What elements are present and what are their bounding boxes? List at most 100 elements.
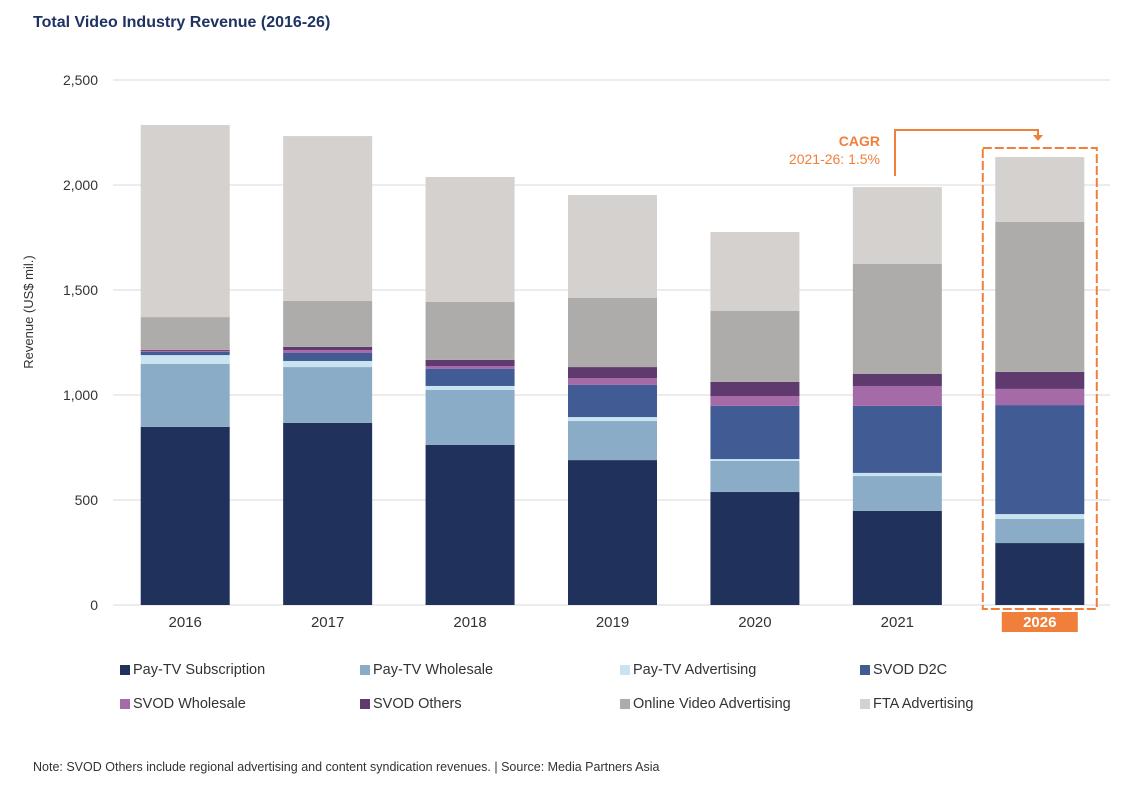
cagr-arrow-line bbox=[894, 129, 1039, 176]
legend-label: Online Video Advertising bbox=[633, 696, 791, 712]
bar-segment bbox=[425, 368, 515, 386]
stacked-bar-chart: 0 500 1,000 1,500 2,000 2,500 Revenue (US$ mi… bbox=[21, 72, 1110, 632]
legend-label: SVOD Others bbox=[373, 696, 462, 712]
bar-segment bbox=[283, 360, 373, 368]
bar-segment bbox=[283, 422, 373, 605]
y-tick-label: 2,500 bbox=[63, 72, 98, 88]
legend-item: SVOD Wholesale bbox=[120, 696, 246, 712]
legend-label: SVOD Wholesale bbox=[133, 696, 246, 712]
legend-swatch bbox=[860, 665, 870, 675]
bar-segment bbox=[140, 349, 230, 351]
bar-segment bbox=[568, 421, 657, 461]
legend-swatch bbox=[860, 699, 870, 709]
bar-segment bbox=[710, 405, 800, 460]
bar-segment bbox=[425, 359, 515, 367]
legend-item: FTA Advertising bbox=[860, 696, 973, 712]
legend-label: Pay-TV Subscription bbox=[133, 662, 266, 678]
y-tick-label: 500 bbox=[75, 492, 99, 508]
bar-segment bbox=[710, 492, 800, 605]
bar-segment bbox=[995, 543, 1085, 605]
legend-swatch bbox=[360, 699, 370, 709]
cagr-annotation: CAGR 2021-26: 1.5% bbox=[789, 129, 1098, 610]
bar-segment bbox=[852, 263, 942, 374]
y-axis-ticks: 0 500 1,000 1,500 2,000 2,500 bbox=[63, 72, 98, 613]
bar-segment bbox=[995, 221, 1085, 372]
legend-item: Pay-TV Wholesale bbox=[360, 662, 493, 678]
bar-segment bbox=[140, 350, 230, 352]
bar-segment bbox=[140, 426, 230, 605]
bar-segment bbox=[710, 396, 800, 406]
bar-segment bbox=[140, 355, 230, 364]
legend-label: SVOD D2C bbox=[873, 662, 948, 678]
x-axis-ticks: 2016 2017 2018 2019 2020 2021 2026 bbox=[169, 612, 1078, 632]
footnote: Note: SVOD Others include regional adver… bbox=[33, 760, 660, 774]
bar-segment bbox=[283, 136, 373, 301]
bar-segment bbox=[283, 300, 373, 347]
legend-item: SVOD Others bbox=[360, 696, 462, 712]
bar-segment bbox=[852, 385, 942, 406]
cagr-title: CAGR bbox=[839, 133, 880, 149]
bar-segment bbox=[852, 374, 942, 386]
bar-segment bbox=[425, 301, 515, 360]
x-tick-label: 2020 bbox=[738, 614, 771, 631]
cagr-arrow-head bbox=[1033, 135, 1043, 141]
x-tick-label: 2017 bbox=[311, 614, 344, 631]
bar-stack-2021 bbox=[852, 187, 942, 605]
bar-segment bbox=[710, 311, 800, 382]
bar-segment bbox=[852, 472, 942, 477]
legend-label: Pay-TV Advertising bbox=[633, 662, 757, 678]
bar-stack-2026 bbox=[995, 157, 1085, 605]
bar-segment bbox=[283, 346, 373, 351]
bar-segment bbox=[140, 124, 230, 318]
cagr-value: 2021-26: 1.5% bbox=[789, 151, 880, 167]
legend-label: Pay-TV Wholesale bbox=[373, 662, 494, 678]
x-tick-label: 2021 bbox=[881, 614, 914, 631]
x-tick-label: 2026 bbox=[1023, 614, 1056, 631]
bar-segment bbox=[283, 353, 373, 361]
bar-segment bbox=[852, 476, 942, 511]
bar-segment bbox=[283, 350, 373, 353]
bar-segment bbox=[852, 405, 942, 473]
bars bbox=[140, 124, 1085, 605]
bar-segment bbox=[568, 384, 657, 418]
legend-swatch bbox=[360, 665, 370, 675]
y-tick-label: 1,000 bbox=[63, 387, 98, 403]
bar-segment bbox=[710, 232, 800, 311]
bar-segment bbox=[425, 366, 515, 369]
legend-item: Online Video Advertising bbox=[620, 696, 791, 712]
legend-swatch bbox=[120, 665, 130, 675]
bar-segment bbox=[995, 157, 1085, 222]
bar-segment bbox=[710, 459, 800, 461]
y-tick-label: 1,500 bbox=[63, 282, 98, 298]
highlight-tick-bg bbox=[1001, 612, 1078, 632]
bar-segment bbox=[995, 405, 1085, 515]
bar-segment bbox=[140, 317, 230, 350]
y-axis-label: Revenue (US$ mil.) bbox=[21, 255, 36, 368]
bar-segment bbox=[140, 363, 230, 427]
legend-swatch bbox=[620, 665, 630, 675]
bar-segment bbox=[710, 381, 800, 397]
x-tick-label: 2016 bbox=[169, 614, 202, 631]
bar-segment bbox=[568, 297, 657, 368]
bar-segment bbox=[995, 514, 1085, 519]
legend-swatch bbox=[620, 699, 630, 709]
highlight-box bbox=[981, 147, 1098, 610]
bar-segment bbox=[852, 187, 942, 264]
bar-stack-2016 bbox=[140, 124, 230, 605]
bar-segment bbox=[852, 510, 942, 605]
bar-segment bbox=[425, 177, 515, 302]
bar-segment bbox=[568, 195, 657, 298]
legend-swatch bbox=[120, 699, 130, 709]
bar-stack-2018 bbox=[425, 177, 515, 605]
bar-segment bbox=[568, 417, 657, 422]
bar-segment bbox=[140, 351, 230, 356]
bar-stack-2017 bbox=[283, 136, 373, 605]
y-tick-label: 0 bbox=[90, 597, 98, 613]
bar-segment bbox=[995, 518, 1085, 544]
bar-segment bbox=[568, 367, 657, 378]
bar-segment bbox=[283, 367, 373, 423]
legend-item: SVOD D2C bbox=[860, 662, 947, 678]
bar-segment bbox=[425, 385, 515, 390]
bar-segment bbox=[425, 444, 515, 605]
x-tick-label: 2018 bbox=[453, 614, 486, 631]
